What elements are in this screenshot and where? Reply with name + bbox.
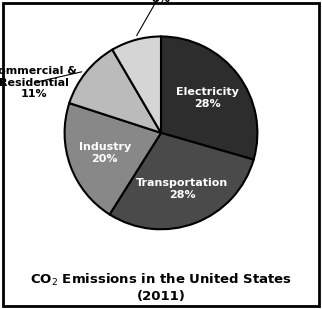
Wedge shape [109,133,254,229]
Text: Transportation
28%: Transportation 28% [136,178,228,200]
Wedge shape [65,103,161,214]
Text: Agriculture
8%: Agriculture 8% [126,0,196,4]
Wedge shape [161,36,257,160]
Text: Commercial &
Residential
11%: Commercial & Residential 11% [0,66,77,99]
Wedge shape [112,36,161,133]
Text: Electricity
28%: Electricity 28% [176,87,239,109]
Text: Industry
20%: Industry 20% [79,142,131,164]
Text: CO$_2$ Emissions in the United States
(2011): CO$_2$ Emissions in the United States (2… [30,272,292,303]
Wedge shape [69,50,161,133]
